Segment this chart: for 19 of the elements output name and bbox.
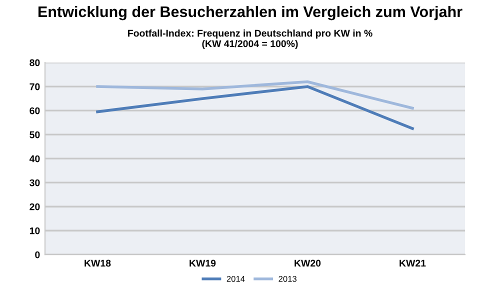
chart-title: Entwicklung der Besucherzahlen im Vergleich zum Vorjahr bbox=[38, 6, 462, 20]
y-tick-label: 50 bbox=[30, 131, 40, 138]
y-tick-label: 20 bbox=[30, 203, 40, 210]
y-tick-label: 30 bbox=[30, 179, 40, 186]
x-tick-label: KW19 bbox=[190, 260, 216, 267]
legend-label: 2013 bbox=[278, 276, 297, 282]
y-tick-label: 10 bbox=[30, 227, 40, 234]
x-tick-label: KW21 bbox=[400, 260, 426, 267]
legend-label: 2014 bbox=[226, 276, 245, 282]
y-tick-label: 0 bbox=[35, 251, 40, 258]
x-tick-label: KW18 bbox=[84, 260, 111, 267]
x-tick-label: KW20 bbox=[294, 260, 321, 267]
line-series bbox=[96, 85, 414, 130]
chart-subtitle: Footfall-Index: Frequenz in Deutschland pro KW in % (KW 41/2004 = 100%) bbox=[128, 30, 372, 50]
y-tick-label: 40 bbox=[29, 155, 40, 162]
y-tick-label: 60 bbox=[30, 107, 40, 114]
y-tick-label: 80 bbox=[30, 59, 40, 66]
line-series bbox=[96, 80, 414, 110]
y-tick-label: 70 bbox=[30, 83, 40, 90]
